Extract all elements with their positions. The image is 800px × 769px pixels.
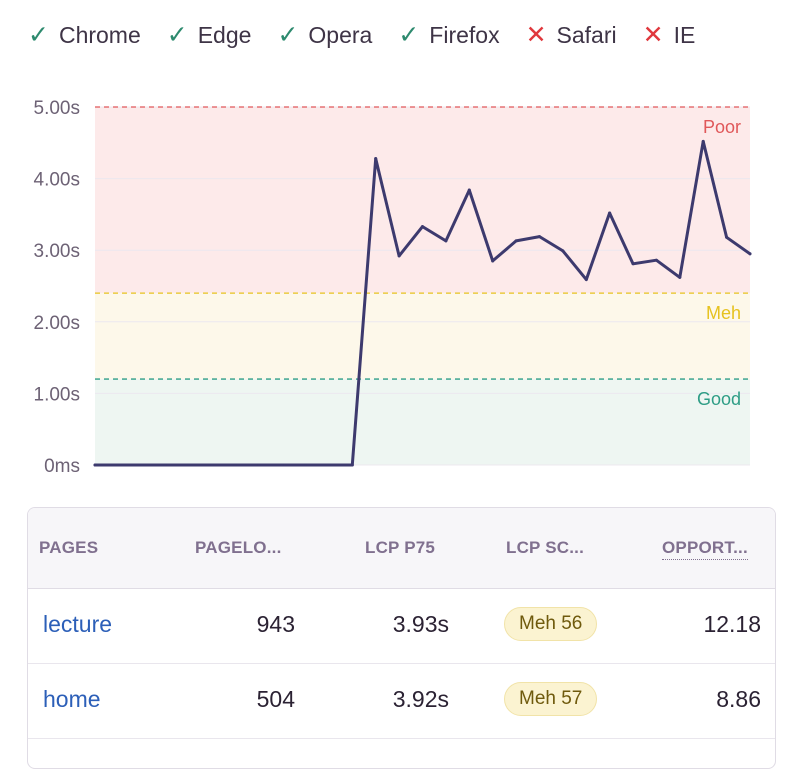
browser-name: Safari [556,22,617,48]
column-header-pages[interactable]: PAGES [39,538,99,557]
cross-icon: ✕ [525,21,547,49]
column-header-opportunity[interactable]: OPPORT... [662,538,748,560]
page-link[interactable]: lecture [43,611,113,637]
good-threshold-label: Good [697,389,741,409]
check-icon: ✓ [28,21,49,49]
data-point [701,139,705,143]
pageloads-value: 943 [256,611,295,637]
pageloads-value: 504 [256,686,295,712]
data-point [584,278,588,282]
browser-firefox: ✓ Firefox [398,22,499,49]
data-point [210,463,214,467]
y-tick-label: 0ms [44,456,80,477]
data-point [678,275,682,279]
data-point [233,463,237,467]
data-point [140,463,144,467]
cross-icon: ✕ [642,21,664,49]
data-point [467,188,471,192]
data-point [350,463,354,467]
lcp-score-badge: Meh 57 [504,682,598,716]
column-header-lcp-p75[interactable]: LCP P75 [365,538,436,557]
data-point [631,262,635,266]
poor-zone [95,107,750,294]
y-tick-label: 2.00s [34,313,80,334]
browser-name: Edge [197,22,252,48]
data-point [608,211,612,215]
table-row: lecture 943 3.93s Meh 56 12.18 [28,589,775,664]
data-point [280,463,284,467]
data-point [748,252,752,256]
poor-threshold-label: Poor [703,117,741,137]
y-tick-label: 1.00s [34,384,80,405]
data-point [537,235,541,239]
data-point [374,157,378,161]
check-icon: ✓ [277,21,299,49]
data-point [421,225,424,229]
data-point [187,463,191,467]
table-row: home 504 3.92s Meh 57 8.86 [28,664,775,739]
browser-ie: ✕ IE [643,22,696,49]
pages-table: PAGES PAGELO... LCP P75 LCP SC... OPPORT… [27,507,776,769]
opportunity-value: 12.18 [703,611,761,637]
meh-zone [95,293,750,380]
data-point [116,463,120,467]
column-header-lcp-score[interactable]: LCP SC... [506,538,585,557]
browser-name: Chrome [58,22,141,48]
table-header: PAGES PAGELO... LCP P75 LCP SC... OPPORT… [28,508,775,589]
good-zone [95,379,750,465]
data-point [725,235,729,239]
lcp-score-badge: Meh 56 [504,607,598,641]
data-point [327,463,331,467]
data-point [304,463,308,467]
y-tick-label: 4.00s [34,170,80,191]
check-icon: ✓ [166,21,188,49]
browser-name: Firefox [429,22,500,48]
y-tick-label: 3.00s [34,241,80,262]
data-point [257,463,261,467]
data-point [397,254,401,258]
browser-support-list: ✓ Chrome ✓ Edge ✓ Opera ✓ Firefox ✕ Safa… [28,22,695,49]
data-point [444,239,448,243]
column-header-pageloads[interactable]: PAGELO... [195,538,282,557]
data-point [491,259,495,263]
browser-name: Opera [308,22,373,48]
opportunity-value: 8.86 [716,686,761,712]
browser-name: IE [673,22,696,48]
data-point [561,249,565,253]
page-link[interactable]: home [43,686,101,712]
lcp-line-chart: 0ms 1.00s 2.00s 3.00s 4.00s 5.00s Good Meh Poor [34,98,752,477]
browser-chrome: ✓ Chrome [28,22,141,49]
data-point [163,463,167,467]
y-tick-label: 5.00s [34,98,80,119]
data-point [93,463,97,467]
data-point [514,239,518,243]
browser-safari: ✕ Safari [526,22,617,49]
check-icon: ✓ [398,21,420,49]
lcp-p75-value: 3.92s [392,686,449,712]
lcp-p75-value: 3.93s [392,611,449,637]
meh-threshold-label: Meh [706,303,741,323]
browser-opera: ✓ Opera [277,22,372,49]
browser-edge: ✓ Edge [167,22,252,49]
data-point [654,258,658,262]
